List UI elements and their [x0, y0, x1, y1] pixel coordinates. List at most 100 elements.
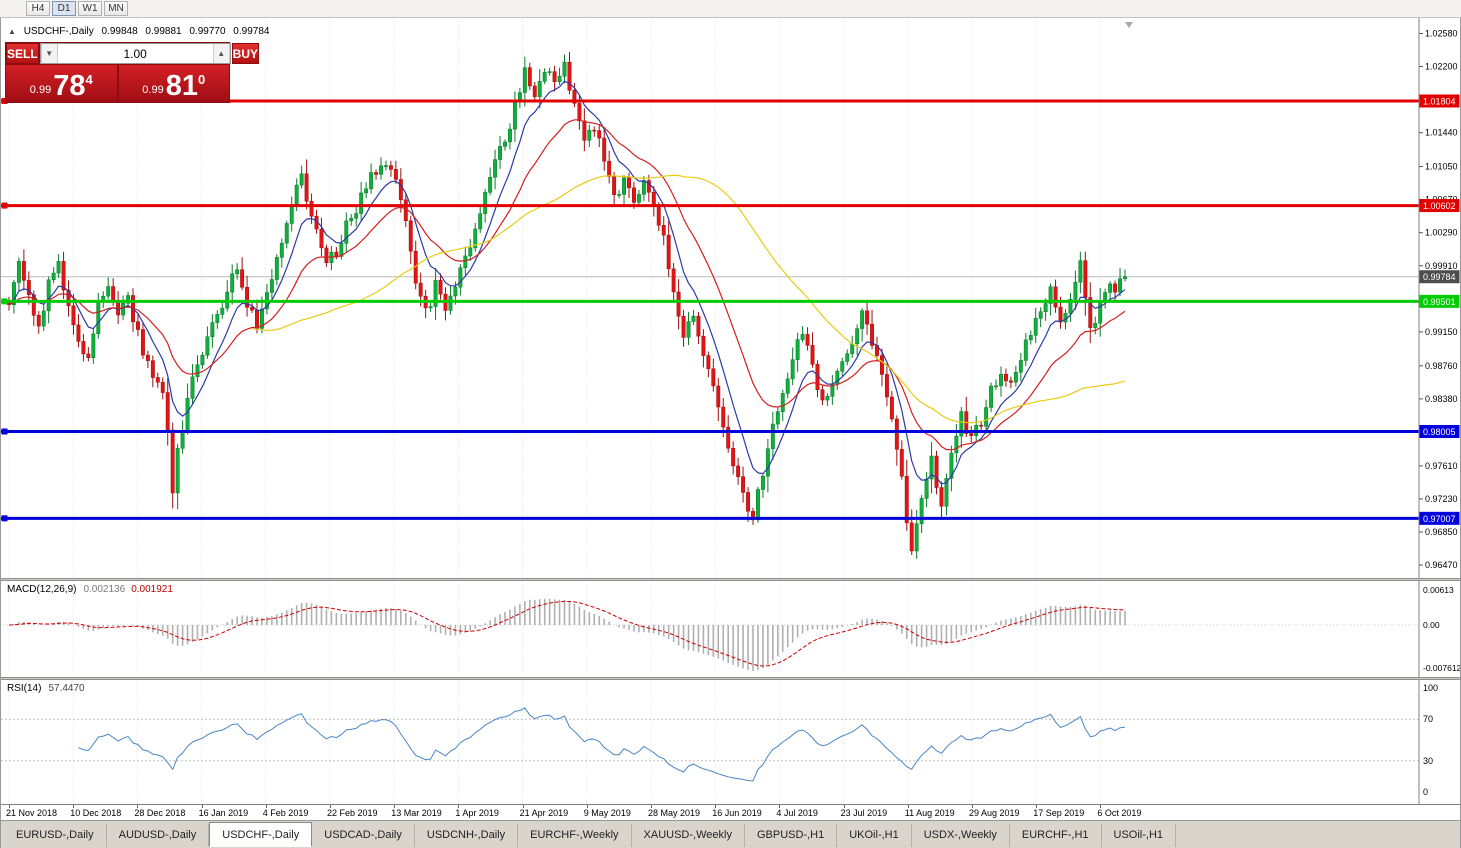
svg-text:0: 0 [1423, 787, 1428, 797]
svg-text:1.00602: 1.00602 [1423, 201, 1456, 211]
timeframe-button-d1[interactable]: D1 [52, 1, 76, 16]
chart-window: ▲ USDCHF-,Daily 0.99848 0.99881 0.99770 … [0, 18, 1461, 848]
timeframe-button-mn[interactable]: MN [104, 1, 128, 16]
date-label: 4 Jul 2019 [776, 808, 818, 818]
macd-gridlines [8, 581, 1101, 677]
svg-text:0.99150: 0.99150 [1425, 327, 1458, 337]
timeframe-button-w1[interactable]: W1 [78, 1, 102, 16]
chart-shift-marker[interactable] [1125, 22, 1133, 28]
sell-price-button[interactable]: 0.99 78 4 [6, 65, 117, 102]
date-tick [201, 805, 203, 808]
date-label: 28 Dec 2018 [134, 808, 186, 818]
macd-chart-canvas[interactable]: 0.00613 0.00 -0.007612 [1, 581, 1460, 677]
chart-tab-eurchf-weekly[interactable]: EURCHF-,Weekly [518, 824, 632, 847]
timeframe-button-h4[interactable]: H4 [26, 1, 50, 16]
panel-separator[interactable] [1, 578, 1460, 581]
rsi-level-lines [1, 718, 1419, 762]
chart-tab-usdcad-daily[interactable]: USDCAD-,Daily [312, 824, 415, 847]
support-resistance-lines[interactable] [1, 97, 1419, 522]
date-tick [137, 805, 139, 808]
date-label: 16 Jan 2019 [198, 808, 249, 818]
macd-name: MACD(12,26,9) [7, 584, 77, 595]
rsi-value: 57.4470 [48, 683, 85, 694]
date-label: 13 Mar 2019 [391, 808, 442, 818]
svg-text:0.00613: 0.00613 [1423, 585, 1454, 595]
date-tick [651, 805, 652, 808]
date-tick [458, 805, 460, 808]
buy-price-button[interactable]: 0.99 81 0 [118, 65, 229, 102]
volume-decrease-button[interactable]: ▼ [40, 44, 58, 63]
chart-tab-gbpusd-h1[interactable]: GBPUSD-,H1 [745, 824, 838, 847]
date-label: 1 Apr 2019 [455, 808, 499, 818]
chart-tab-audusd-daily[interactable]: AUDUSD-,Daily [107, 824, 210, 847]
date-label: 9 May 2019 [583, 808, 631, 818]
price-line-badges: 1.01804 1.00602 0.99501 0.98005 0.97007 0.997… [1419, 94, 1460, 525]
date-tick [779, 805, 781, 808]
svg-text:1.01440: 1.01440 [1425, 128, 1458, 138]
price-axis-scale[interactable]: 1.025801.022001.014401.010501.006701.002… [1418, 18, 1458, 578]
chart-tab-usdx-weekly[interactable]: USDX-,Weekly [912, 824, 1010, 847]
svg-text:100: 100 [1423, 683, 1438, 693]
date-tick [972, 805, 973, 808]
sell-button[interactable]: SELL [6, 43, 39, 64]
svg-text:70: 70 [1423, 714, 1433, 724]
svg-text:0.99910: 0.99910 [1425, 261, 1458, 271]
macd-axis-scale[interactable]: 0.00613 0.00 -0.007612 [1418, 581, 1460, 677]
date-label: 23 Jul 2019 [840, 808, 888, 818]
buy-button[interactable]: BUY [231, 43, 260, 64]
svg-text:0.98380: 0.98380 [1425, 394, 1458, 404]
chart-tab-eurchf-h1[interactable]: EURCHF-,H1 [1010, 824, 1102, 847]
chart-symbol-label: USDCHF-,Daily [23, 26, 94, 37]
price-panel: ▲ USDCHF-,Daily 0.99848 0.99881 0.99770 … [1, 18, 1460, 578]
chart-tab-xauusd-weekly[interactable]: XAUUSD-,Weekly [632, 824, 745, 847]
volume-increase-button[interactable]: ▲ [212, 44, 230, 63]
rsi-panel: RSI(14) 57.4470 100 70 30 0 [1, 680, 1460, 804]
candlesticks [7, 51, 1127, 559]
svg-text:0.99784: 0.99784 [1423, 272, 1456, 282]
rsi-axis-scale[interactable]: 100 70 30 0 [1418, 680, 1438, 804]
moving-average-lines [8, 80, 1126, 485]
rsi-chart-canvas[interactable]: 100 70 30 0 [1, 680, 1460, 804]
date-tick [265, 805, 267, 808]
buy-price-sup: 0 [197, 72, 206, 87]
date-label: 28 May 2019 [648, 808, 701, 818]
chart-tab-eurusd-daily[interactable]: EURUSD-,Daily [4, 824, 107, 847]
chart-tab-usdcnh-daily[interactable]: USDCNH-,Daily [415, 824, 519, 847]
date-label: 22 Feb 2019 [327, 808, 378, 818]
date-tick [522, 805, 524, 808]
svg-text:1.01050: 1.01050 [1425, 162, 1458, 172]
chart-tab-usdchf-daily[interactable]: USDCHF-,Daily [209, 822, 313, 847]
panel-separator[interactable] [1, 677, 1460, 680]
macd-panel: MACD(12,26,9) 0.002136 0.001921 0.00613 0.0… [1, 581, 1460, 677]
svg-text:0.99501: 0.99501 [1423, 297, 1456, 307]
date-label: 21 Nov 2018 [6, 808, 58, 818]
svg-text:0.97610: 0.97610 [1425, 461, 1458, 471]
macd-signal-line [8, 600, 1126, 667]
chart-tab-ukoil-h1[interactable]: UKOil-,H1 [837, 824, 912, 847]
sell-price-prefix: 0.99 [29, 84, 52, 96]
volume-input[interactable] [57, 44, 213, 63]
date-label: 16 Jun 2019 [712, 808, 762, 818]
date-tick [1100, 805, 1102, 808]
one-click-collapse-arrow[interactable]: ▲ [8, 27, 16, 36]
date-label: 10 Dec 2018 [70, 808, 122, 818]
svg-text:1.00290: 1.00290 [1425, 228, 1458, 238]
sell-price-sup: 4 [85, 72, 93, 87]
date-tick [9, 805, 10, 808]
date-tick [907, 805, 909, 808]
macd-signal-value: 0.001921 [131, 584, 173, 595]
chart-tab-usoil-h1[interactable]: USOil-,H1 [1102, 824, 1177, 847]
volume-control: ▼ ▲ [39, 43, 231, 64]
svg-text:0.98005: 0.98005 [1423, 427, 1456, 437]
buy-price-prefix: 0.99 [142, 84, 164, 96]
date-tick [843, 805, 845, 808]
date-label: 11 Aug 2019 [904, 808, 955, 818]
svg-text:1.02580: 1.02580 [1425, 28, 1458, 38]
date-label: 17 Sep 2019 [1033, 808, 1085, 818]
svg-text:0.97007: 0.97007 [1423, 514, 1456, 524]
price-chart-canvas[interactable]: 1.025801.022001.014401.010501.006701.002… [1, 18, 1460, 578]
date-label: 6 Oct 2019 [1097, 808, 1142, 818]
svg-text:30: 30 [1423, 756, 1433, 766]
date-axis[interactable]: 21 Nov 2018 10 Dec 2018 28 Dec 2018 16 Jan … [1, 804, 1460, 820]
